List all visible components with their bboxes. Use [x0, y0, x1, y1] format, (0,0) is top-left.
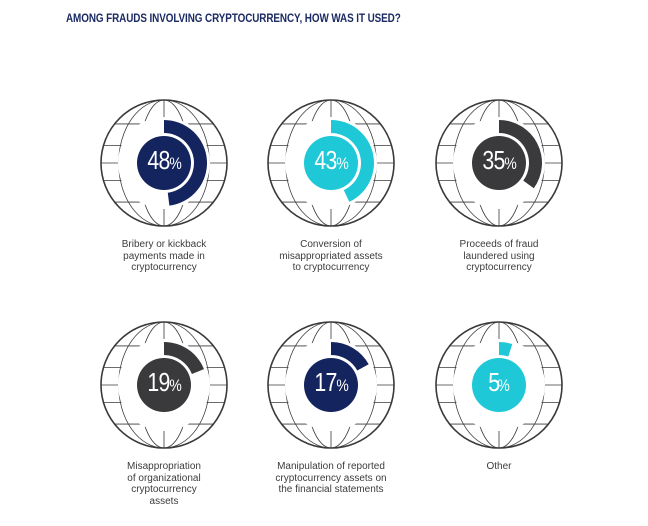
percent-sign: % — [504, 154, 517, 173]
percent-value: 48 — [147, 145, 170, 175]
category-label: Misappropriation of organizational crypt… — [79, 461, 249, 507]
percent-value: 17 — [314, 367, 337, 397]
chart-title: AMONG FRAUDS INVOLVING CRYPTOCURRENCY, H… — [66, 13, 401, 25]
percent-sign: % — [169, 154, 182, 173]
value-arc — [499, 120, 542, 189]
category-label: Conversion of misappropriated assets to … — [246, 239, 416, 274]
percent-sign: % — [336, 376, 349, 395]
category-label: Manipulation of reported cryptocurrency … — [246, 461, 416, 496]
percent-sign: % — [336, 154, 349, 173]
percent-sign: % — [169, 376, 182, 395]
percent-sign: % — [497, 376, 510, 395]
label-line: cryptocurrency — [466, 262, 532, 273]
radial-gauge — [100, 321, 228, 449]
label-line: the financial statements — [278, 484, 384, 495]
label-line: Manipulation of reported — [277, 461, 385, 472]
percent-label: 19% — [79, 367, 249, 398]
radial-gauge — [435, 99, 563, 227]
label-line: misappropriated assets — [279, 250, 383, 262]
category-label: Other — [414, 461, 584, 473]
center-disc — [472, 136, 526, 190]
label-line: laundered using — [463, 250, 535, 262]
percent-label: 43% — [246, 145, 416, 176]
center-disc — [472, 358, 526, 412]
label-line: Conversion of — [300, 239, 362, 250]
label-line: Proceeds of fraud — [459, 239, 539, 250]
percent-label: 17% — [246, 367, 416, 398]
percent-label: 35% — [414, 145, 584, 176]
value-arc — [499, 342, 513, 357]
label-line: of organizational — [127, 472, 201, 484]
label-line: assets — [149, 495, 179, 507]
label-line: Bribery or kickback — [121, 239, 207, 250]
radial-gauge — [435, 321, 563, 449]
label-line: Other — [486, 461, 512, 472]
radial-gauge — [267, 321, 395, 449]
label-line: payments made in — [123, 250, 205, 262]
percent-value: 19 — [147, 367, 170, 397]
label-line: cryptocurrency — [131, 262, 197, 273]
label-line: cryptocurrency — [131, 484, 197, 495]
center-disc — [304, 358, 358, 412]
value-arc — [331, 342, 369, 371]
center-disc — [304, 136, 358, 190]
percent-value: 43 — [314, 145, 337, 175]
center-disc — [137, 136, 191, 190]
percent-value: 5 — [487, 367, 500, 397]
label-line: cryptocurrency assets on — [275, 472, 387, 484]
value-arc — [331, 120, 374, 202]
label-line: Misappropriation — [127, 461, 201, 472]
radial-gauge — [267, 99, 395, 227]
category-label: Proceeds of fraud laundered using crypto… — [414, 239, 584, 274]
percent-label: 48% — [79, 145, 249, 176]
center-disc — [137, 358, 191, 412]
value-arc — [164, 342, 204, 374]
category-label: Bribery or kickback payments made in cry… — [79, 239, 249, 274]
percent-label: 5% — [414, 367, 584, 398]
radial-gauge — [100, 99, 228, 227]
value-arc — [164, 120, 208, 206]
percent-value: 35 — [482, 145, 505, 175]
label-line: to cryptocurrency — [292, 262, 370, 273]
